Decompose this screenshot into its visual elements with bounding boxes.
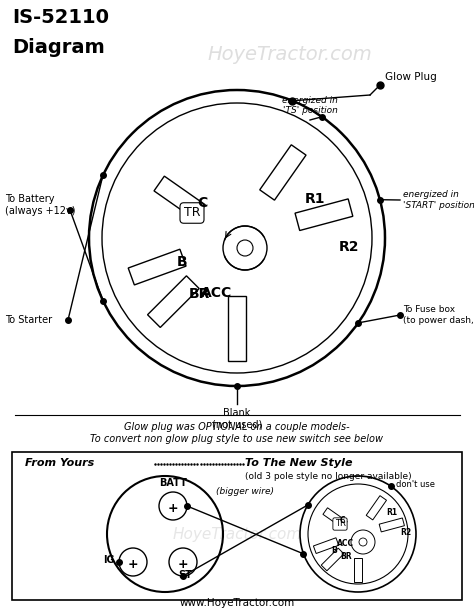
Text: R1: R1 (386, 508, 398, 517)
Text: Glow Plug: Glow Plug (385, 72, 437, 82)
Text: TR: TR (335, 520, 346, 528)
Text: (old 3 pole style no longer available): (old 3 pole style no longer available) (245, 472, 411, 481)
Text: Diagram: Diagram (12, 38, 105, 57)
Text: BR: BR (340, 552, 352, 561)
Text: +: + (168, 501, 178, 515)
Text: BATT: BATT (159, 478, 187, 488)
Polygon shape (366, 496, 386, 520)
Text: Glow plug was OPTIONAL on a couple models-
To convert non glow plug style to use: Glow plug was OPTIONAL on a couple model… (91, 422, 383, 443)
Text: From Yours: From Yours (25, 458, 94, 468)
Polygon shape (379, 518, 404, 532)
Text: don't use: don't use (396, 480, 435, 489)
Polygon shape (260, 145, 306, 200)
Polygon shape (323, 508, 347, 528)
Polygon shape (354, 558, 362, 582)
Text: To Fuse box
(to power dash, etc): To Fuse box (to power dash, etc) (403, 305, 474, 325)
Text: (bigger wire): (bigger wire) (216, 487, 274, 496)
Polygon shape (128, 249, 186, 285)
Polygon shape (154, 176, 205, 220)
Text: C: C (198, 196, 208, 210)
Text: +: + (128, 558, 138, 571)
Text: ST: ST (178, 570, 192, 580)
Text: Blank
(not used): Blank (not used) (212, 408, 262, 430)
Polygon shape (147, 276, 199, 327)
Polygon shape (295, 199, 353, 231)
Text: +: + (178, 558, 188, 571)
Text: B: B (331, 546, 337, 555)
Polygon shape (313, 538, 339, 554)
Text: C: C (340, 517, 346, 525)
Circle shape (159, 492, 187, 520)
Text: www.HoyeTractor.com: www.HoyeTractor.com (179, 598, 295, 608)
Text: energized in
'TS' position: energized in 'TS' position (282, 95, 338, 115)
Text: energized in
'START' position: energized in 'START' position (403, 190, 474, 210)
Circle shape (119, 548, 147, 576)
Text: IS-52110: IS-52110 (12, 8, 109, 27)
Text: B: B (177, 255, 188, 269)
Text: To Starter: To Starter (5, 315, 52, 325)
Text: R2: R2 (339, 240, 359, 254)
Text: ACC: ACC (337, 539, 355, 548)
Polygon shape (228, 295, 246, 360)
Text: To Battery
(always +12v): To Battery (always +12v) (5, 194, 75, 216)
Text: ACC: ACC (201, 286, 233, 300)
Circle shape (169, 548, 197, 576)
Bar (12, 452, 462, 600)
Text: HoyeTractor.com: HoyeTractor.com (208, 46, 373, 65)
Text: R2: R2 (400, 528, 411, 538)
Text: HoyeTractor.com: HoyeTractor.com (173, 526, 301, 541)
Text: To The New Style: To The New Style (245, 458, 353, 468)
Text: BR: BR (188, 287, 210, 301)
Polygon shape (321, 548, 344, 571)
Text: IG: IG (103, 555, 115, 565)
Text: TR: TR (184, 207, 200, 220)
Text: R1: R1 (305, 192, 325, 207)
